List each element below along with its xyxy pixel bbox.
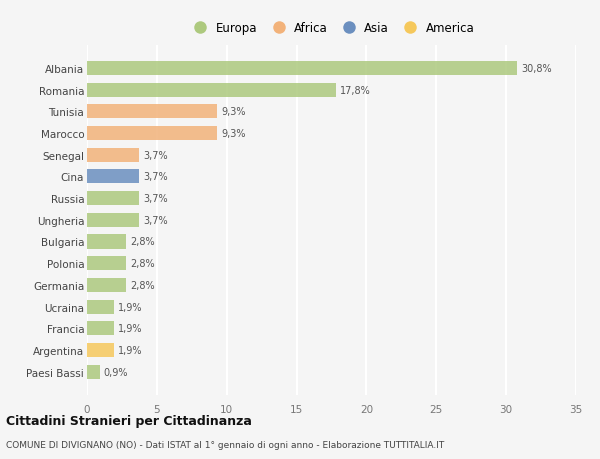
Bar xyxy=(87,213,139,227)
Bar xyxy=(87,62,517,76)
Bar xyxy=(87,365,100,379)
Bar xyxy=(87,148,139,162)
Bar xyxy=(87,192,139,206)
Text: 17,8%: 17,8% xyxy=(340,85,371,95)
Text: Cittadini Stranieri per Cittadinanza: Cittadini Stranieri per Cittadinanza xyxy=(6,414,252,428)
Text: 0,9%: 0,9% xyxy=(104,367,128,377)
Text: COMUNE DI DIVIGNANO (NO) - Dati ISTAT al 1° gennaio di ogni anno - Elaborazione : COMUNE DI DIVIGNANO (NO) - Dati ISTAT al… xyxy=(6,441,444,449)
Bar xyxy=(87,170,139,184)
Text: 2,8%: 2,8% xyxy=(130,280,155,290)
Bar xyxy=(87,300,113,314)
Text: 3,7%: 3,7% xyxy=(143,172,167,182)
Text: 30,8%: 30,8% xyxy=(521,64,552,74)
Bar xyxy=(87,105,217,119)
Bar xyxy=(87,84,335,97)
Text: 1,9%: 1,9% xyxy=(118,324,142,334)
Text: 1,9%: 1,9% xyxy=(118,302,142,312)
Text: 1,9%: 1,9% xyxy=(118,345,142,355)
Text: 3,7%: 3,7% xyxy=(143,194,167,204)
Text: 2,8%: 2,8% xyxy=(130,237,155,247)
Text: 9,3%: 9,3% xyxy=(221,129,245,139)
Bar xyxy=(87,343,113,357)
Bar xyxy=(87,235,126,249)
Text: 9,3%: 9,3% xyxy=(221,107,245,117)
Legend: Europa, Africa, Asia, America: Europa, Africa, Asia, America xyxy=(184,17,479,39)
Text: 3,7%: 3,7% xyxy=(143,151,167,160)
Bar xyxy=(87,257,126,271)
Text: 2,8%: 2,8% xyxy=(130,258,155,269)
Text: 3,7%: 3,7% xyxy=(143,215,167,225)
Bar xyxy=(87,127,217,141)
Bar xyxy=(87,321,113,336)
Bar xyxy=(87,278,126,292)
